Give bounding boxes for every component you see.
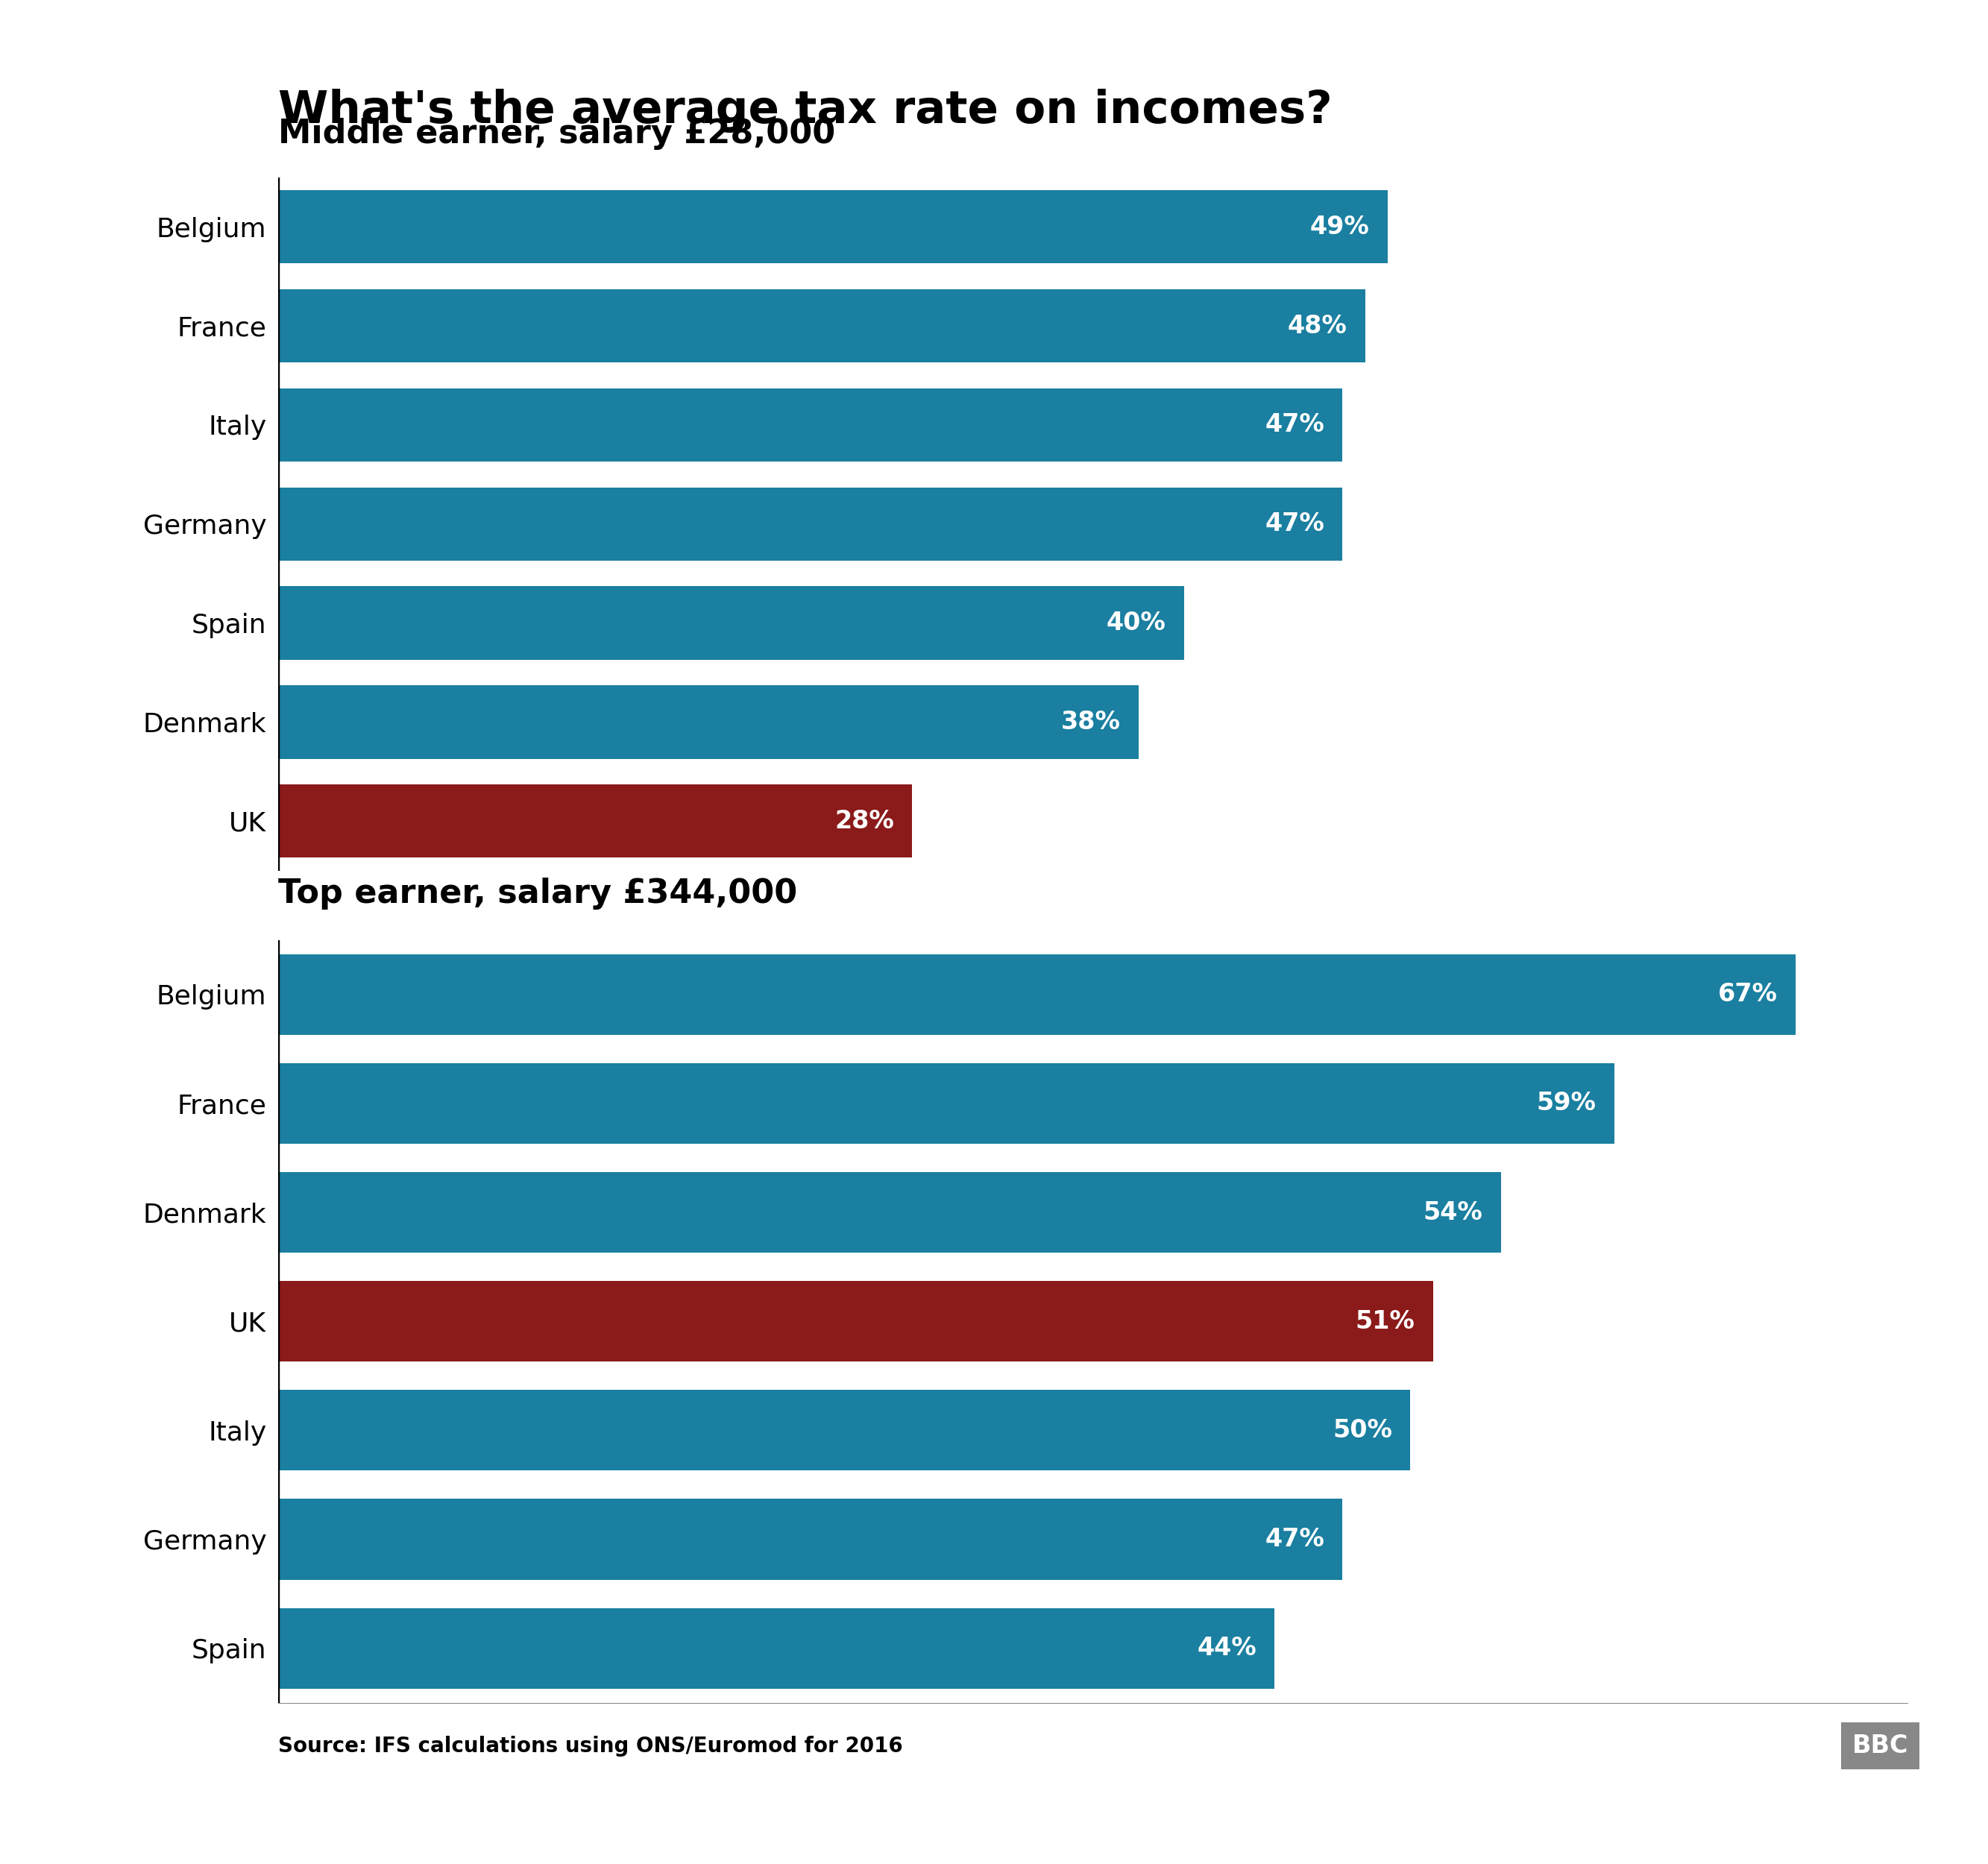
Bar [278,1391,1409,1471]
Text: 49%: 49% [1310,214,1370,239]
Text: 47%: 47% [1264,412,1324,438]
Bar [278,388,1342,462]
Bar [278,1609,1274,1689]
Bar [278,1281,1433,1363]
Text: BBC: BBC [1853,1734,1908,1758]
Text: 38%: 38% [1062,710,1121,734]
Bar [278,686,1139,759]
Text: 54%: 54% [1423,1200,1483,1225]
Text: 50%: 50% [1332,1419,1392,1443]
Text: 47%: 47% [1264,1527,1324,1551]
Text: Source: IFS calculations using ONS/Euromod for 2016: Source: IFS calculations using ONS/Eurom… [278,1735,903,1756]
Text: 40%: 40% [1107,611,1165,636]
Bar [278,1499,1342,1579]
Text: 51%: 51% [1356,1309,1415,1335]
Text: 47%: 47% [1264,513,1324,537]
Text: 67%: 67% [1718,982,1777,1007]
Text: 28%: 28% [835,809,895,833]
Bar [278,487,1342,561]
Text: What's the average tax rate on incomes?: What's the average tax rate on incomes? [278,88,1332,132]
Bar [278,1062,1614,1144]
Text: 48%: 48% [1288,313,1348,337]
Bar [278,785,912,857]
Bar [278,289,1366,362]
Bar [278,190,1388,263]
Text: Top earner, salary £344,000: Top earner, salary £344,000 [278,878,797,910]
Text: 44%: 44% [1197,1637,1256,1661]
Text: Middle earner, salary £28,000: Middle earner, salary £28,000 [278,117,835,149]
Bar [278,587,1185,660]
Text: 59%: 59% [1537,1090,1596,1117]
Bar [278,954,1795,1035]
Bar [278,1172,1501,1253]
